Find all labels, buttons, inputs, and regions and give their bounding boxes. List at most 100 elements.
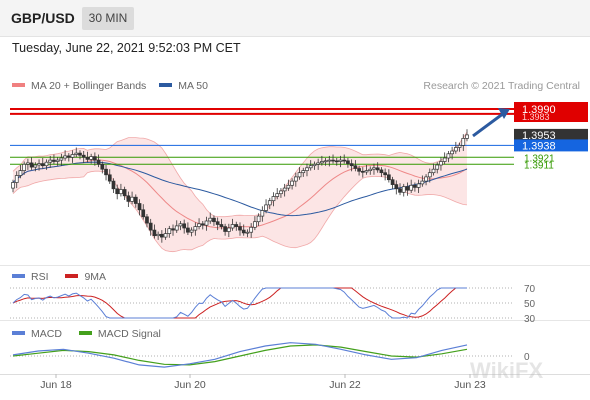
candle-bull: [372, 167, 376, 170]
candle-bull: [267, 200, 272, 206]
candle-bear: [126, 195, 131, 202]
resistance-label-2: 1.3983: [522, 112, 550, 122]
timeframe-button[interactable]: 30 MIN: [82, 7, 134, 30]
candle-bear: [342, 159, 347, 162]
bollinger-upper-line: [12, 131, 468, 218]
candle-bull: [197, 223, 201, 227]
candle-bull: [74, 152, 79, 155]
candle-bull: [253, 221, 257, 228]
legend-ma50: MA 50: [159, 80, 208, 92]
support-label-1: 1.3921: [524, 153, 555, 164]
candle-bull: [271, 196, 276, 202]
candle-bull: [420, 180, 425, 185]
candle-bear: [186, 227, 190, 233]
rsi-level-label: 50: [524, 299, 536, 310]
legend-macd-signal: MACD Signal: [78, 328, 161, 340]
legend-swatch-9ma: [65, 274, 79, 279]
rsi-level-label: 70: [524, 284, 536, 295]
candle-bear: [81, 154, 86, 158]
candle-bear: [137, 203, 142, 211]
candle-bull: [130, 196, 134, 202]
candle-bear: [394, 184, 399, 190]
candle-bull: [163, 233, 168, 238]
candle-bear: [346, 160, 350, 164]
candle-bear: [405, 186, 410, 191]
legend-swatch-rsi: [12, 274, 25, 279]
candle-bull: [308, 165, 313, 169]
credit-label: Research © 2021 Trading Central: [423, 80, 580, 92]
candle-bull: [189, 229, 194, 233]
watermark-text: WikiFX: [470, 358, 543, 383]
candle-bull: [264, 204, 268, 211]
candle-bear: [160, 233, 164, 238]
candle-bear: [122, 189, 127, 197]
candle-bull: [119, 189, 123, 195]
resistance-tag-bg: [514, 102, 588, 122]
candle-bull: [457, 145, 462, 148]
candle-bear: [331, 159, 335, 162]
candle-bull: [37, 163, 41, 166]
candle-bull: [301, 170, 306, 174]
candle-bear: [223, 226, 227, 232]
x-tick-label: Jun 22: [329, 379, 361, 391]
candle-bear: [93, 156, 97, 161]
candle-bear: [379, 169, 384, 174]
candle-bull: [156, 233, 160, 237]
candle-bull: [320, 161, 324, 164]
candle-bull: [226, 227, 231, 232]
legend-swatch-blue: [159, 83, 173, 88]
macd-legend: MACD MACD Signal: [12, 328, 161, 340]
candle-bull: [431, 168, 436, 174]
candle-bull: [446, 153, 451, 159]
candle-bear: [96, 159, 101, 165]
candle-bull: [70, 154, 75, 158]
legend-ma20-bollinger: MA 20 + Bollinger Bands: [12, 80, 146, 92]
candle-bull: [256, 215, 261, 223]
rsi-9ma-line: [12, 287, 467, 319]
legend-swatch-macd: [12, 331, 25, 336]
candle-bull: [193, 226, 198, 231]
candle-bear: [387, 174, 391, 181]
candle-bear: [78, 152, 82, 156]
candle-bear: [413, 184, 417, 188]
candle-bear: [100, 163, 105, 170]
candle-bear: [219, 224, 224, 227]
candle-bull: [290, 180, 294, 186]
candle-bear: [241, 229, 246, 234]
candle-bear: [212, 217, 216, 223]
candle-bull: [312, 163, 317, 167]
candle-bear: [353, 165, 358, 169]
candle-bull: [416, 183, 421, 188]
candle-bear: [334, 160, 339, 163]
candle-bear: [104, 168, 108, 176]
candle-bear: [115, 188, 120, 195]
candle-bull: [323, 160, 328, 163]
macd-line: [12, 342, 468, 368]
candle-bull: [439, 161, 443, 166]
candle-bear: [398, 188, 402, 193]
legend-macd: MACD: [12, 328, 62, 340]
x-tick-label: Jun 18: [40, 379, 72, 391]
candle-bull: [204, 220, 209, 226]
candle-bull: [409, 184, 414, 191]
candle-bear: [171, 228, 175, 231]
projection-arrowhead: [498, 108, 510, 119]
candle-bull: [55, 159, 60, 162]
last-price-label-bg: [514, 128, 588, 141]
support-label-2: 1.3911: [524, 160, 554, 171]
candle-bull: [178, 223, 183, 227]
ma50-line: [12, 161, 468, 217]
candle-bull: [230, 224, 235, 229]
candle-bull: [293, 176, 298, 182]
legend-9ma: 9MA: [65, 271, 106, 283]
legend-swatch-red: [12, 83, 25, 88]
rsi-legend: RSI 9MA: [12, 271, 106, 283]
candle-bear: [234, 224, 239, 227]
candle-bull: [338, 159, 343, 162]
rsi-level-label: 30: [524, 314, 536, 325]
macd-zero-label: 0: [524, 352, 530, 363]
symbol-label: GBP/USD: [11, 10, 75, 26]
chart-header: GBP/USD 30 MIN: [0, 0, 590, 37]
candle-bull: [63, 155, 67, 159]
